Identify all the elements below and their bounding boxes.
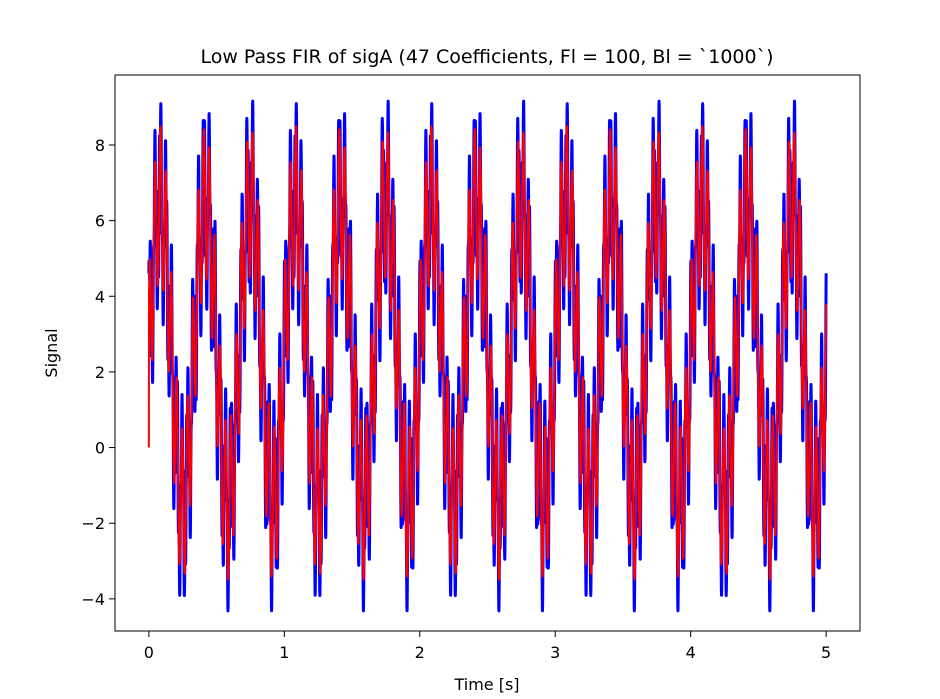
x-tick-label: 0 bbox=[144, 643, 154, 662]
chart-title: Low Pass FIR of sigA (47 Coefficients, F… bbox=[200, 46, 773, 68]
y-axis-label: Signal bbox=[42, 328, 61, 377]
y-tick-label: 4 bbox=[95, 287, 105, 306]
y-tick-label: 0 bbox=[95, 439, 105, 458]
x-tick-label: 4 bbox=[686, 643, 696, 662]
y-tick-label: 6 bbox=[95, 212, 105, 231]
plot-frame bbox=[114, 74, 861, 632]
x-tick-label: 1 bbox=[279, 643, 289, 662]
x-tick-label: 5 bbox=[821, 643, 831, 662]
y-tick-label: 8 bbox=[95, 136, 105, 155]
x-tick-label: 2 bbox=[415, 643, 425, 662]
y-tick-label: −4 bbox=[81, 590, 105, 609]
y-tick-label: −2 bbox=[81, 514, 105, 533]
series-line-red bbox=[147, 125, 828, 581]
x-axis-label: Time [s] bbox=[453, 675, 519, 694]
x-tick-label: 3 bbox=[550, 643, 560, 662]
y-tick-label: 2 bbox=[95, 363, 105, 382]
